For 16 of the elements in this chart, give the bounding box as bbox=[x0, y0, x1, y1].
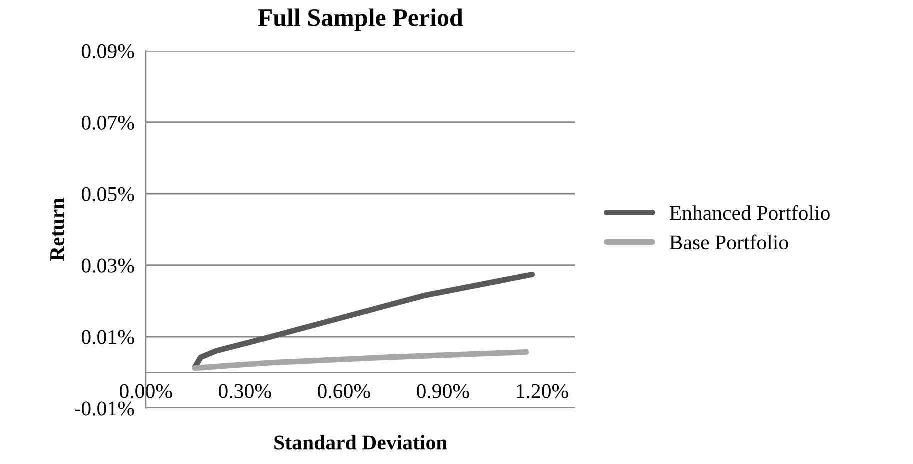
y-axis-title: Return bbox=[50, 198, 64, 262]
y-tick-label: 0.01% bbox=[82, 330, 134, 344]
y-tick-label: 0.09% bbox=[82, 44, 134, 59]
x-tick-label: 0.30% bbox=[218, 384, 272, 398]
x-axis-title: Standard Deviation bbox=[274, 435, 448, 450]
legend-label: Base Portfolio bbox=[670, 234, 788, 250]
y-tick-label: 0.03% bbox=[82, 258, 134, 273]
y-tick-label: 0.07% bbox=[82, 116, 134, 130]
x-tick-label: 0.90% bbox=[417, 384, 470, 398]
x-tick-label: 0.60% bbox=[318, 384, 370, 398]
x-tick-label: 1.20% bbox=[517, 384, 568, 398]
chart-title: Full Sample Period bbox=[258, 8, 464, 32]
x-tick-label: 0.00% bbox=[120, 384, 172, 398]
y-tick-label: -0.01% bbox=[74, 402, 134, 416]
legend-label: Enhanced Portfolio bbox=[670, 205, 830, 220]
y-tick-label: 0.05% bbox=[82, 187, 134, 202]
